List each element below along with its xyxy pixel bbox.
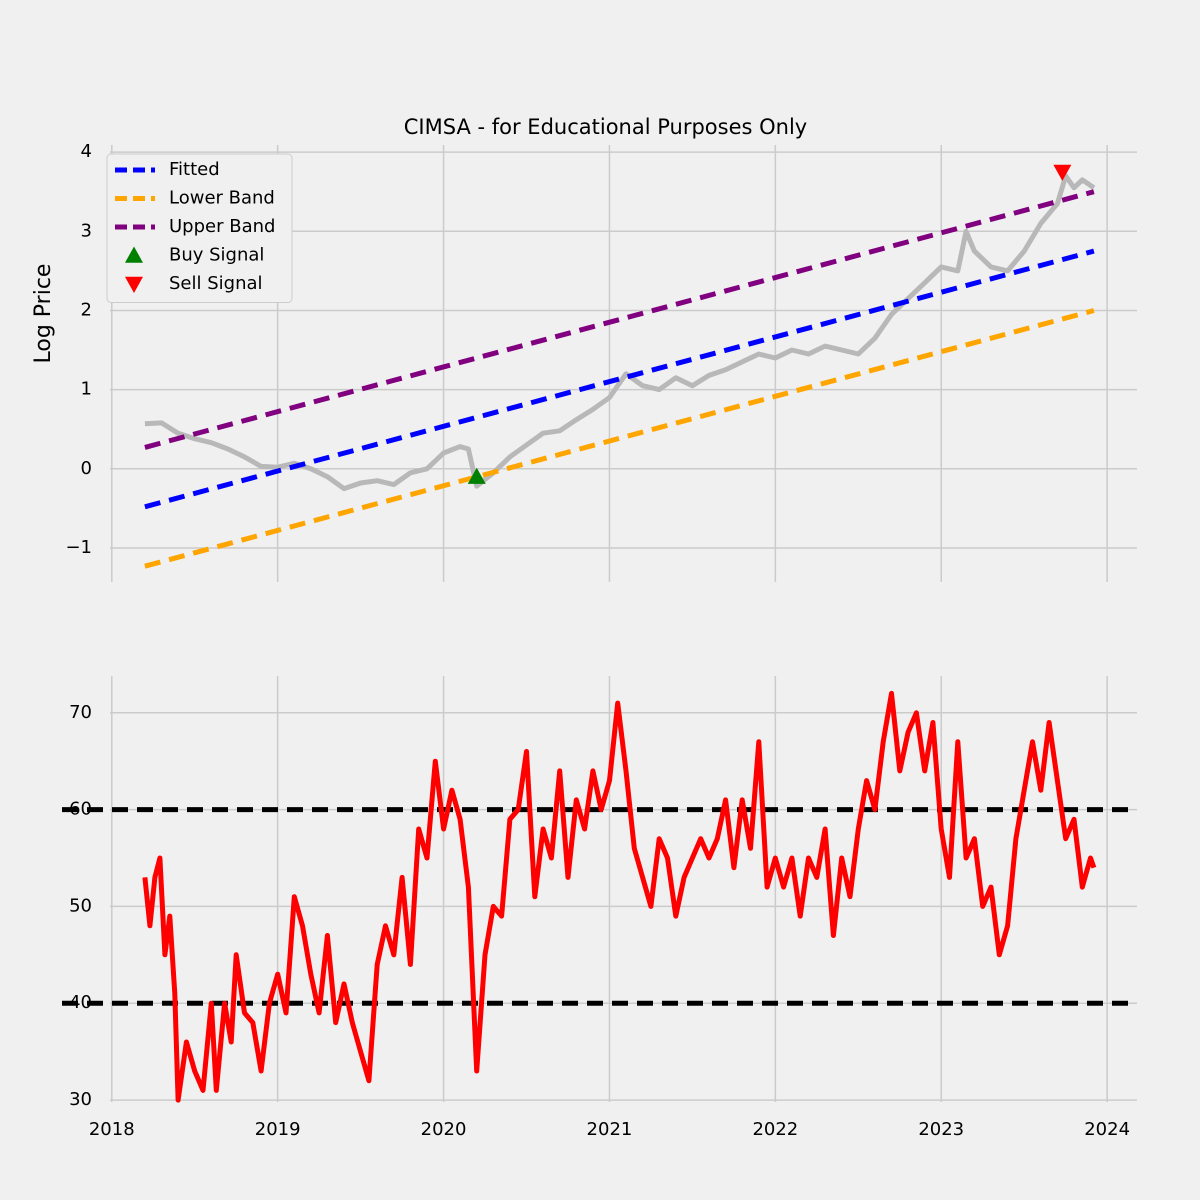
y-tick-label: 0 [81, 458, 92, 479]
signal-marker [467, 467, 486, 484]
legend-label: Upper Band [169, 216, 275, 237]
y-tick-label: 60 [69, 799, 92, 820]
y-tick-label: 40 [69, 992, 92, 1013]
legend-label: Fitted [169, 159, 220, 180]
data-line [144, 173, 1096, 492]
y-axis-label: Log Price [31, 264, 56, 364]
trend-line [144, 308, 1095, 569]
y-tick-label: 1 [81, 379, 92, 400]
y-tick-label: −1 [65, 537, 92, 558]
x-tick-label: 2022 [752, 1119, 798, 1140]
trend-line [144, 189, 1095, 450]
y-tick-label: 2 [81, 299, 92, 320]
signal-marker [1053, 164, 1072, 181]
legend-label: Sell Signal [169, 273, 263, 294]
chart-title: CIMSA - for Educational Purposes Only [404, 115, 807, 139]
y-tick-label: 4 [81, 141, 92, 162]
x-tick-label: 2018 [89, 1119, 135, 1140]
legend-label: Lower Band [169, 188, 275, 209]
trend-line [144, 248, 1095, 510]
x-tick-label: 2020 [421, 1119, 467, 1140]
y-tick-label: 50 [69, 895, 92, 916]
y-tick-label: 3 [81, 220, 92, 241]
x-tick-label: 2024 [1084, 1119, 1130, 1140]
y-tick-label: 70 [69, 702, 92, 723]
data-line [142, 690, 1097, 1103]
x-tick-label: 2019 [255, 1119, 301, 1140]
x-tick-label: 2021 [587, 1119, 633, 1140]
x-tick-label: 2023 [918, 1119, 964, 1140]
legend-label: Buy Signal [169, 245, 264, 266]
y-tick-label: 30 [69, 1089, 92, 1110]
legend-marker [125, 246, 143, 263]
legend-marker [125, 276, 143, 293]
legend-box [106, 153, 293, 303]
